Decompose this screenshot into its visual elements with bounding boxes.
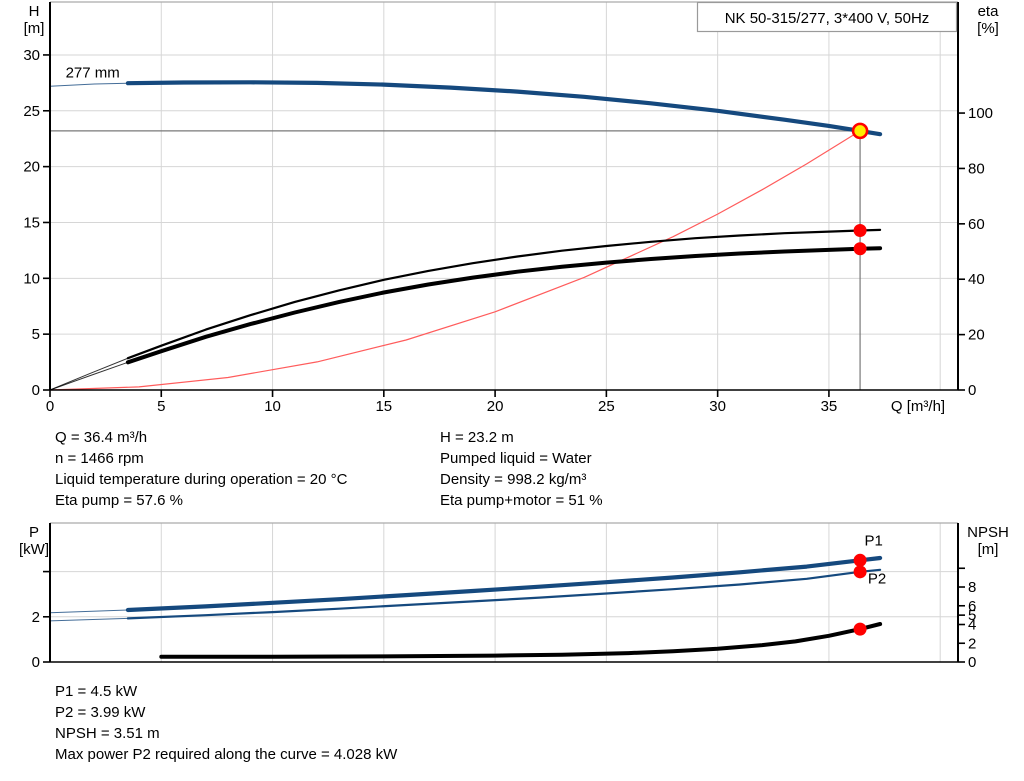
eta-pump-point [853, 223, 867, 237]
right-tick-label: 0 [968, 654, 976, 671]
right-axis-title: NPSH [967, 524, 1009, 541]
right-tick-label: 20 [968, 327, 985, 344]
annotation-p2: P2 [868, 570, 886, 587]
pump-curve-277mm [125, 80, 883, 137]
info-line-q: Q = 36.4 m³/h [55, 429, 148, 446]
x-tick-label: 0 [46, 398, 54, 415]
annotation-p1: P1 [865, 533, 883, 550]
info-line-npsh: NPSH = 3.51 m [55, 725, 160, 742]
info-line-head: H = 23.2 m [440, 429, 514, 446]
x-tick-label: 25 [598, 398, 615, 415]
right-axis-title-unit: [%] [977, 20, 999, 37]
p1-curve [125, 555, 883, 613]
x-axis-title: Q [m³/h] [891, 398, 945, 415]
right-tick-label: 8 [968, 579, 976, 596]
right-tick-label: 80 [968, 160, 985, 177]
info-line-p2: P2 = 3.99 kW [55, 704, 146, 721]
right-tick-label: 40 [968, 271, 985, 288]
x-tick-label: 20 [487, 398, 504, 415]
info-line-temperature: Liquid temperature during operation = 20… [55, 471, 348, 488]
info-line-eta-pump-motor: Eta pump+motor = 51 % [440, 492, 603, 509]
chart-title: NK 50-315/277, 3*400 V, 50Hz [725, 10, 930, 27]
p1-point [853, 553, 867, 567]
left-tick-label: 0 [32, 654, 40, 671]
p2-curve-lead-in [49, 617, 128, 622]
left-tick-label: 2 [32, 609, 40, 626]
x-tick-label: 30 [709, 398, 726, 415]
info-line-density: Density = 998.2 kg/m³ [440, 471, 587, 488]
left-tick-label: 5 [32, 326, 40, 343]
right-tick-label: 4 [968, 617, 976, 634]
right-tick-label: 0 [968, 382, 976, 399]
pump-curve-277mm-lead-in [49, 82, 128, 87]
eta-pump-motor-point [853, 242, 867, 256]
right-tick-label: 100 [968, 105, 993, 122]
right-tick-label: 5 [968, 607, 976, 624]
info-line-speed: n = 1466 rpm [55, 450, 144, 467]
p2-curve [126, 568, 882, 620]
left-axis-title-unit: [m] [24, 20, 45, 37]
info-line-liquid: Pumped liquid = Water [440, 450, 592, 467]
left-axis-title: P [29, 524, 39, 541]
left-tick-label: 30 [23, 47, 40, 64]
right-axis-title-unit: [m] [978, 541, 999, 558]
eta-pump-curve [126, 228, 882, 360]
operating-point [851, 122, 869, 140]
eta-pump-curve-lead-in [49, 357, 129, 391]
p1-curve-lead-in [49, 609, 128, 614]
p2-point [853, 565, 867, 579]
eta-pump-motor-curve-lead-in [49, 361, 129, 391]
operating-data-right: H = 23.2 m Pumped liquid = Water Density… [440, 427, 603, 511]
x-tick-label: 5 [157, 398, 165, 415]
left-axis-title-unit: [kW] [19, 541, 49, 558]
system-curve [49, 130, 861, 391]
left-tick-label: 10 [23, 270, 40, 287]
operating-data-left: Q = 36.4 m³/h n = 1466 rpm Liquid temper… [55, 427, 347, 511]
left-axis-title: H [29, 3, 40, 20]
info-line-max-power: Max power P2 required along the curve = … [55, 746, 398, 763]
right-tick-label: 6 [968, 598, 976, 615]
x-tick-label: 35 [821, 398, 838, 415]
left-tick-label: 0 [32, 382, 40, 399]
x-tick-label: 10 [264, 398, 281, 415]
right-tick-label: 60 [968, 216, 985, 233]
right-axis-title: eta [978, 3, 1000, 20]
chart-title-box [696, 1, 958, 33]
annotation-277-mm: 277 mm [66, 64, 120, 81]
info-line-p1: P1 = 4.5 kW [55, 683, 138, 700]
info-line-eta-pump: Eta pump = 57.6 % [55, 492, 183, 509]
npsh-curve [159, 622, 883, 659]
left-tick-label: 25 [23, 103, 40, 120]
npsh-point [853, 622, 867, 636]
power-data-block: P1 = 4.5 kW P2 = 3.99 kW NPSH = 3.51 m M… [55, 681, 397, 765]
left-tick-label: 15 [23, 214, 40, 231]
right-tick-label: 2 [968, 635, 976, 652]
left-tick-label: 20 [23, 159, 40, 176]
eta-pump-motor-curve [125, 246, 883, 365]
x-tick-label: 15 [375, 398, 392, 415]
